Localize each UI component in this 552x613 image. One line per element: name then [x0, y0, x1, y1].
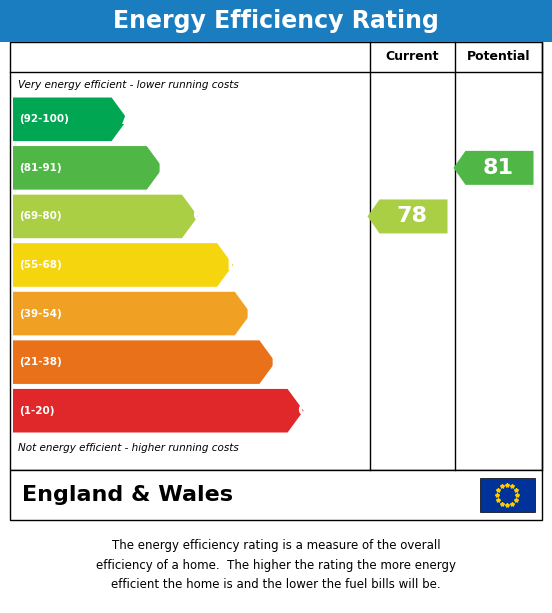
Text: (55-68): (55-68) — [19, 260, 62, 270]
Polygon shape — [13, 389, 304, 433]
Polygon shape — [13, 292, 251, 335]
Text: England & Wales: England & Wales — [22, 485, 233, 505]
Polygon shape — [13, 97, 128, 141]
Bar — [10, 42, 542, 470]
Text: Very energy efficient - lower running costs: Very energy efficient - lower running co… — [18, 80, 239, 90]
Text: A: A — [121, 110, 135, 128]
Bar — [10, 470, 542, 520]
Text: (21-38): (21-38) — [19, 357, 62, 367]
Polygon shape — [13, 146, 163, 189]
Bar — [480, 478, 534, 512]
Polygon shape — [13, 195, 198, 238]
Text: E: E — [246, 305, 258, 322]
Bar — [0, 0, 552, 42]
Text: 78: 78 — [397, 207, 428, 226]
Text: Current: Current — [386, 50, 439, 64]
Polygon shape — [13, 243, 233, 287]
Text: (1-20): (1-20) — [19, 406, 55, 416]
Text: C: C — [192, 207, 205, 226]
Text: Not energy efficient - higher running costs: Not energy efficient - higher running co… — [18, 443, 239, 453]
Text: F: F — [270, 353, 283, 371]
Text: D: D — [227, 256, 242, 274]
Text: The energy efficiency rating is a measure of the overall
efficiency of a home.  : The energy efficiency rating is a measur… — [96, 539, 456, 590]
Polygon shape — [13, 340, 275, 384]
Text: Potential: Potential — [467, 50, 530, 64]
Text: 81: 81 — [483, 158, 514, 178]
Text: (39-54): (39-54) — [19, 308, 62, 319]
Polygon shape — [454, 151, 533, 185]
Text: (81-91): (81-91) — [19, 163, 62, 173]
Text: B: B — [157, 159, 171, 177]
Text: (92-100): (92-100) — [19, 114, 69, 124]
Text: G: G — [297, 402, 312, 420]
Text: Energy Efficiency Rating: Energy Efficiency Rating — [113, 9, 439, 33]
Text: (69-80): (69-80) — [19, 211, 62, 221]
Polygon shape — [368, 199, 448, 234]
